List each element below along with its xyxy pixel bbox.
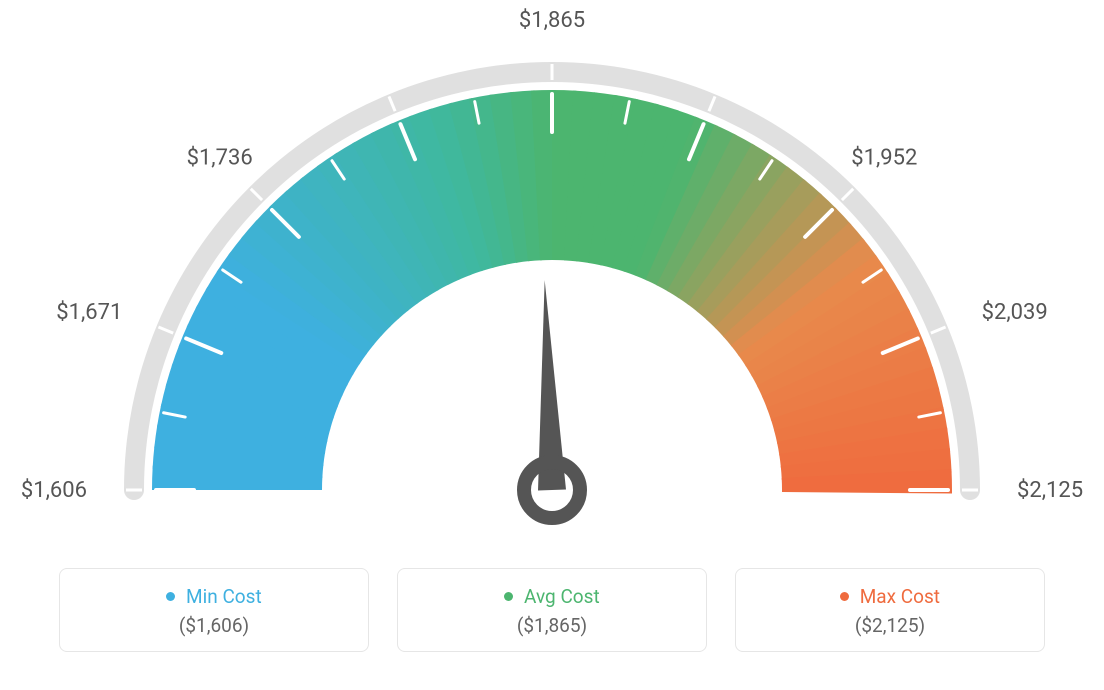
dot-icon: [166, 592, 175, 601]
legend-min-value: ($1,606): [72, 614, 356, 637]
legend-max-label: Max Cost: [748, 585, 1032, 608]
legend-avg-label-text: Avg Cost: [524, 585, 600, 608]
legend-min: Min Cost ($1,606): [59, 568, 369, 652]
legend-avg-value: ($1,865): [410, 614, 694, 637]
legend-row: Min Cost ($1,606) Avg Cost ($1,865) Max …: [0, 568, 1104, 652]
legend-avg: Avg Cost ($1,865): [397, 568, 707, 652]
svg-text:$1,606: $1,606: [21, 478, 87, 503]
legend-avg-label: Avg Cost: [410, 585, 694, 608]
gauge-svg: $1,606 $1,671 $1,736 $1,865 $1,952 $2,039 $2,1…: [0, 0, 1104, 560]
dot-icon: [840, 592, 849, 601]
gauge-chart: $1,606 $1,671 $1,736 $1,865 $1,952 $2,039 $2,1…: [0, 0, 1104, 560]
legend-max-value: ($2,125): [748, 614, 1032, 637]
svg-text:$2,039: $2,039: [982, 300, 1048, 325]
dot-icon: [504, 592, 513, 601]
svg-text:$1,865: $1,865: [519, 8, 585, 33]
svg-text:$1,671: $1,671: [56, 300, 122, 325]
legend-max-label-text: Max Cost: [860, 585, 940, 608]
svg-text:$2,125: $2,125: [1017, 478, 1083, 503]
svg-text:$1,736: $1,736: [187, 146, 253, 171]
legend-min-label-text: Min Cost: [186, 585, 262, 608]
svg-text:$1,952: $1,952: [851, 146, 917, 171]
legend-max: Max Cost ($2,125): [735, 568, 1045, 652]
legend-min-label: Min Cost: [72, 585, 356, 608]
